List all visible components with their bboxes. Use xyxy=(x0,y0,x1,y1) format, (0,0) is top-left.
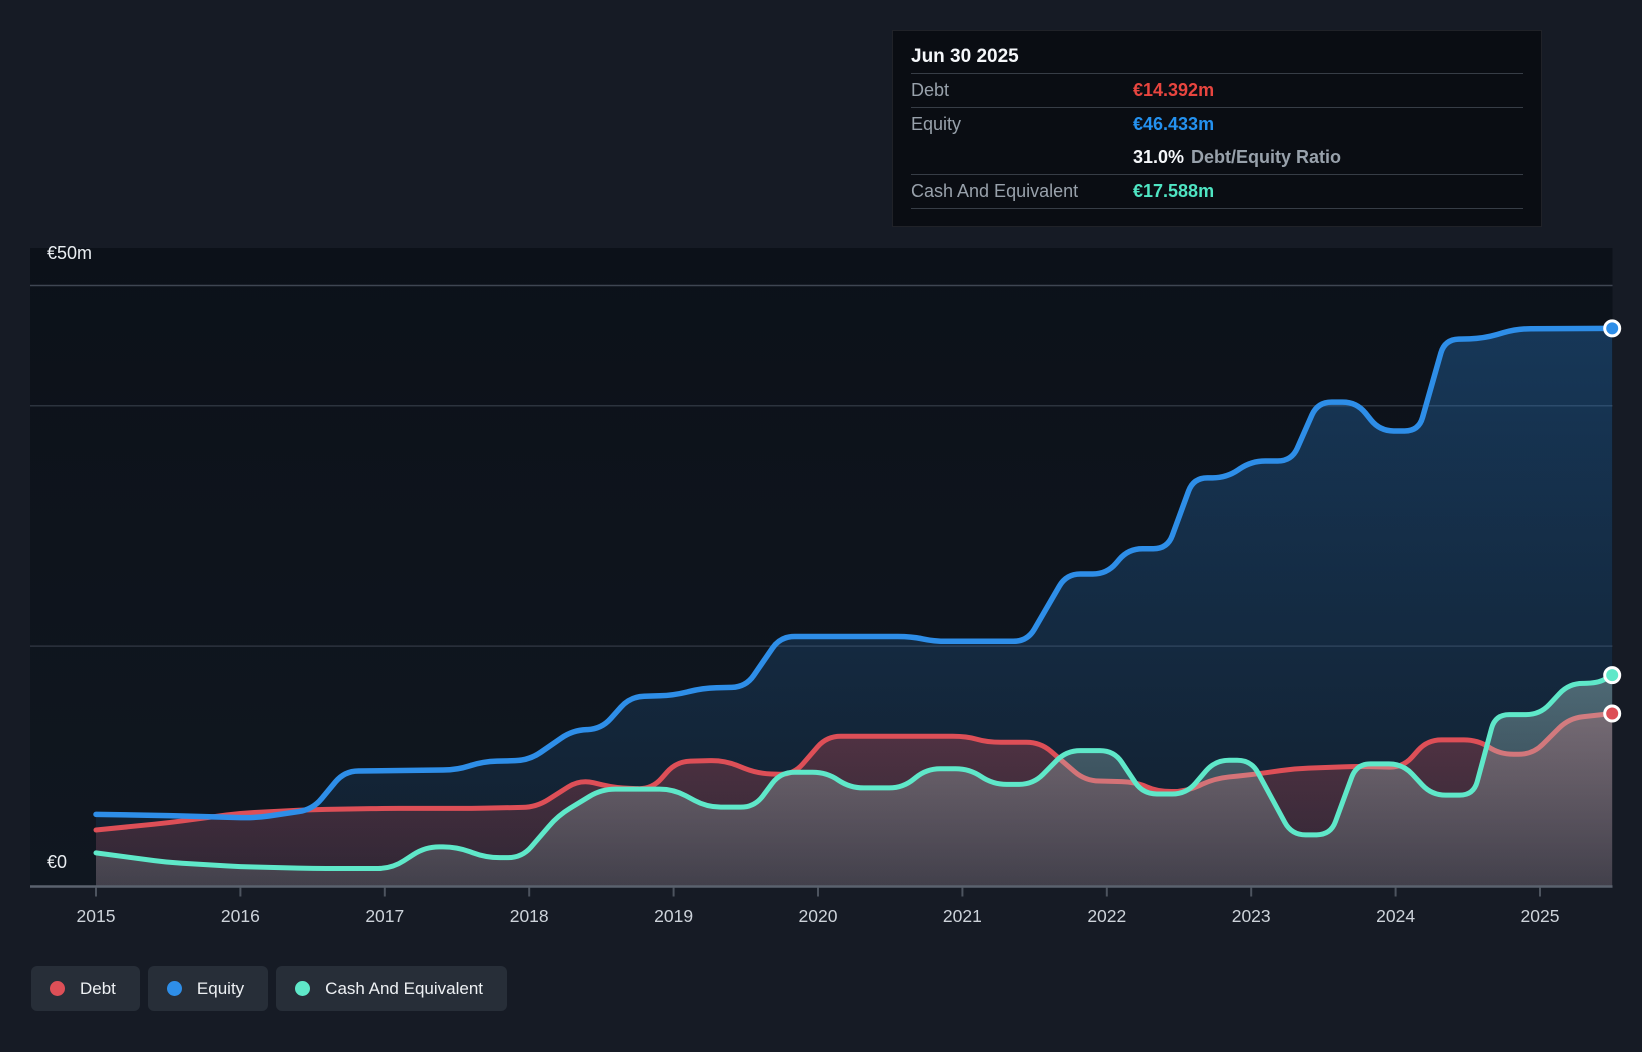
equity-endpoint-marker xyxy=(1603,319,1622,338)
tooltip-date: Jun 30 2025 xyxy=(911,46,1019,67)
debt-dot-icon xyxy=(50,981,65,996)
cash-line xyxy=(93,672,1615,871)
tooltip-cash-label: Cash And Equivalent xyxy=(911,181,1079,201)
tooltip-divider xyxy=(911,208,1523,209)
tooltip-divider xyxy=(911,73,1523,74)
tooltip-divider xyxy=(911,174,1523,175)
equity-area xyxy=(96,328,1613,887)
x-axis-label-2024: 2024 xyxy=(1376,906,1415,926)
tooltip-row-cash: Cash And Equivalent €17.588m xyxy=(911,175,1523,208)
x-axis-label-2021: 2021 xyxy=(943,906,982,926)
debt-endpoint-marker xyxy=(1603,704,1622,723)
x-axis-label-2016: 2016 xyxy=(221,906,260,926)
tooltip-row-debt: Debt €14.392m xyxy=(911,74,1523,107)
legend-item-cash[interactable]: Cash And Equivalent xyxy=(276,966,508,1011)
tooltip-equity-value: €46.433m xyxy=(1133,114,1215,134)
tooltip-debt-label: Debt xyxy=(911,80,950,100)
chart-legend: Debt Equity Cash And Equivalent xyxy=(31,966,508,1011)
debt-line xyxy=(93,711,1615,833)
x-axis-label-2022: 2022 xyxy=(1087,906,1126,926)
tooltip-ratio-label: Debt/Equity Ratio xyxy=(1191,147,1342,167)
legend-cash-label: Cash And Equivalent xyxy=(325,978,484,998)
tooltip-cash-value: €17.588m xyxy=(1133,181,1215,201)
legend-item-debt[interactable]: Debt xyxy=(31,966,140,1011)
x-axis-label-2018: 2018 xyxy=(510,906,549,926)
cash-endpoint-marker xyxy=(1603,666,1622,685)
equity-line xyxy=(93,325,1615,821)
x-axis-label-2017: 2017 xyxy=(365,906,404,926)
legend-debt-label: Debt xyxy=(80,978,116,998)
equity-dot-icon xyxy=(166,981,182,996)
x-axis-label-2023: 2023 xyxy=(1232,906,1271,926)
y-axis-label-0: €0 xyxy=(47,852,67,872)
tooltip-equity-label: Equity xyxy=(911,114,962,134)
x-axis-label-2025: 2025 xyxy=(1521,906,1560,926)
tooltip-debt-value: €14.392m xyxy=(1133,80,1215,100)
tooltip-row-equity: Equity €46.433m xyxy=(911,108,1523,141)
cash-dot-icon xyxy=(295,981,311,996)
x-axis-label-2020: 2020 xyxy=(799,906,838,926)
legend-equity-label: Equity xyxy=(196,978,245,998)
legend-item-equity[interactable]: Equity xyxy=(147,966,269,1011)
x-axis-label-2019: 2019 xyxy=(654,906,693,926)
tooltip-ratio-value: 31.0% xyxy=(1133,147,1185,167)
cash-area xyxy=(96,675,1613,887)
x-axis-label-2015: 2015 xyxy=(77,906,116,926)
tooltip-row-ratio: 31.0% Debt/Equity Ratio xyxy=(911,141,1523,174)
chart-tooltip: Jun 30 2025 Debt €14.392m Equity €46.433… xyxy=(892,30,1542,227)
y-axis-label-50m: €50m xyxy=(47,243,92,263)
tooltip-divider xyxy=(911,107,1523,108)
